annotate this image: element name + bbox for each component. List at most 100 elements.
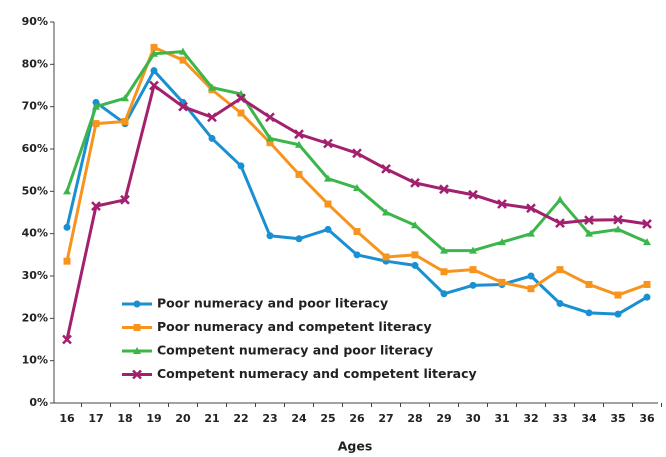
marker xyxy=(440,246,448,254)
marker xyxy=(643,293,651,301)
marker xyxy=(469,281,477,289)
marker xyxy=(585,280,593,288)
marker xyxy=(353,228,361,236)
x-tick-label: 28 xyxy=(407,412,422,425)
marker xyxy=(410,177,420,188)
marker xyxy=(295,170,303,178)
marker xyxy=(352,148,362,159)
marker xyxy=(150,49,158,57)
marker xyxy=(92,98,100,106)
series-line xyxy=(65,50,648,253)
marker xyxy=(266,232,274,240)
marker xyxy=(324,200,332,208)
x-tick-label: 22 xyxy=(233,412,248,425)
marker xyxy=(121,117,129,125)
marker xyxy=(62,334,72,345)
marker xyxy=(120,194,130,205)
marker xyxy=(132,369,142,380)
marker xyxy=(133,324,141,331)
x-tick-label: 34 xyxy=(581,412,597,425)
marker xyxy=(179,47,187,55)
marker xyxy=(121,94,129,102)
y-tick-label: 70% xyxy=(22,100,48,113)
x-tick-label: 16 xyxy=(59,412,75,425)
marker xyxy=(381,164,391,174)
x-tick-label: 25 xyxy=(320,412,335,425)
marker xyxy=(63,187,71,195)
marker xyxy=(643,280,651,288)
legend-label: Competent numeracy and competent literac… xyxy=(157,366,477,381)
marker xyxy=(585,309,593,317)
legend-label: Poor numeracy and competent literacy xyxy=(157,319,432,334)
x-tick-label: 23 xyxy=(262,412,277,425)
marker xyxy=(324,225,332,233)
marker xyxy=(614,310,622,318)
x-tick-label: 36 xyxy=(639,412,655,425)
x-tick-label: 20 xyxy=(175,412,191,425)
x-tick-label: 21 xyxy=(204,412,219,425)
y-tick-label: 90% xyxy=(22,15,48,28)
y-tick-label: 60% xyxy=(22,142,48,155)
x-tick-label: 18 xyxy=(117,412,132,425)
x-tick-label: 31 xyxy=(494,412,509,425)
marker xyxy=(92,102,100,110)
marker xyxy=(178,101,188,112)
marker xyxy=(556,195,564,203)
marker xyxy=(498,238,506,246)
marker xyxy=(555,218,565,228)
marker xyxy=(527,229,535,237)
y-tick-label: 40% xyxy=(22,227,48,240)
marker xyxy=(411,251,419,259)
marker xyxy=(440,268,448,276)
marker xyxy=(91,201,101,212)
marker xyxy=(324,174,332,182)
marker xyxy=(63,257,71,265)
marker xyxy=(497,199,507,209)
marker xyxy=(614,225,622,233)
marker xyxy=(469,246,477,254)
marker xyxy=(382,208,390,216)
x-tick-label: 26 xyxy=(349,412,365,425)
x-axis-label: Ages xyxy=(338,439,373,454)
y-tick-label: 80% xyxy=(22,57,48,70)
x-tick-label: 29 xyxy=(436,412,451,425)
y-tick-label: 10% xyxy=(22,354,48,367)
marker xyxy=(353,183,361,191)
marker xyxy=(208,83,216,91)
marker xyxy=(265,112,275,123)
marker xyxy=(295,140,303,148)
x-tick-label: 24 xyxy=(291,412,307,425)
marker xyxy=(526,203,536,214)
marker xyxy=(642,219,652,229)
marker xyxy=(556,266,564,274)
marker xyxy=(266,134,274,142)
marker xyxy=(440,290,448,298)
marker xyxy=(150,43,158,51)
y-tick-label: 30% xyxy=(22,269,48,282)
y-tick-label: 50% xyxy=(22,184,48,197)
marker xyxy=(295,235,303,243)
marker xyxy=(237,109,245,117)
marker xyxy=(643,238,651,246)
x-tick-label: 32 xyxy=(523,412,538,425)
marker xyxy=(208,134,216,142)
x-tick-label: 30 xyxy=(465,412,481,425)
marker xyxy=(411,261,419,269)
marker xyxy=(584,215,594,226)
marker xyxy=(133,300,141,308)
x-tick-label: 17 xyxy=(88,412,103,425)
y-tick-label: 20% xyxy=(22,311,48,324)
marker xyxy=(236,93,246,104)
marker xyxy=(149,80,159,91)
marker xyxy=(323,138,333,149)
marker xyxy=(469,266,477,274)
marker xyxy=(498,278,506,286)
y-tick-label: 0% xyxy=(29,396,48,409)
marker xyxy=(207,112,217,123)
marker xyxy=(179,56,187,64)
legend: Poor numeracy and poor literacy Poor nume… xyxy=(122,296,477,381)
marker xyxy=(133,347,141,354)
marker xyxy=(150,67,158,75)
marker xyxy=(439,184,449,195)
